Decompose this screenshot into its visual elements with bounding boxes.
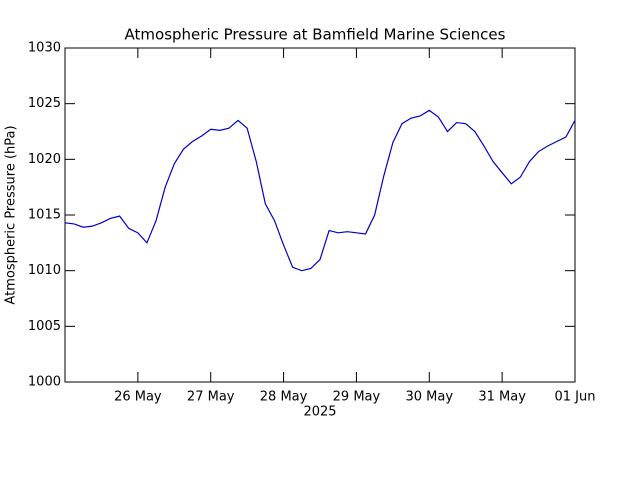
y-axis-label: Atmospheric Pressure (hPa) <box>4 125 19 304</box>
y-tick-label: 1000 <box>28 375 61 390</box>
y-tick-label: 1025 <box>28 96 61 111</box>
x-tick-label: 26 May <box>114 390 162 405</box>
y-tick-label: 1010 <box>28 263 61 278</box>
x-tick-label: 28 May <box>260 390 308 405</box>
x-tick-label: 27 May <box>187 390 235 405</box>
y-tick-label: 1030 <box>28 41 61 56</box>
x-tick-label: 31 May <box>478 390 526 405</box>
y-tick-label: 1005 <box>28 319 61 334</box>
x-tick-label: 30 May <box>406 390 454 405</box>
chart-title: Atmospheric Pressure at Bamfield Marine … <box>125 26 506 44</box>
x-axis-label: 2025 <box>303 405 336 420</box>
x-tick-label: 29 May <box>333 390 381 405</box>
x-tick-label: 01 Jun <box>555 390 596 405</box>
data-line <box>64 109 576 272</box>
y-tick-label: 1015 <box>28 208 61 223</box>
y-tick-label: 1020 <box>28 152 61 167</box>
